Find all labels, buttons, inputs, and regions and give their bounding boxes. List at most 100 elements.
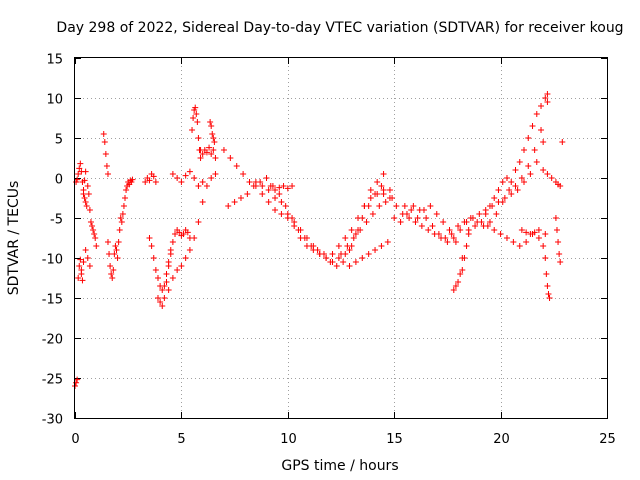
chart-title: Day 298 of 2022, Sidereal Day-to-day VTE… xyxy=(56,20,623,36)
data-point xyxy=(199,199,206,205)
data-points xyxy=(72,91,566,389)
data-point xyxy=(227,155,234,161)
data-point xyxy=(209,131,216,137)
data-point xyxy=(518,175,525,181)
data-point xyxy=(246,179,253,185)
series-sat-ad xyxy=(559,139,566,145)
series-sat-p xyxy=(225,175,385,269)
data-point xyxy=(514,187,521,193)
data-point xyxy=(116,227,123,233)
data-point xyxy=(276,184,283,191)
data-point xyxy=(335,255,342,261)
data-point xyxy=(167,251,174,257)
data-point xyxy=(435,231,442,237)
data-point xyxy=(546,295,553,301)
data-point xyxy=(174,175,181,181)
data-point xyxy=(278,211,285,217)
data-point xyxy=(346,263,353,269)
data-point xyxy=(106,251,113,257)
data-point xyxy=(367,187,374,193)
data-point xyxy=(380,191,387,197)
data-point xyxy=(195,135,202,141)
data-point xyxy=(427,203,434,209)
series-sat-k xyxy=(169,168,206,189)
data-point xyxy=(210,147,217,153)
data-point xyxy=(355,215,362,221)
data-point xyxy=(165,287,172,293)
x-tick-label: 15 xyxy=(386,432,403,447)
data-point xyxy=(272,195,279,201)
data-point xyxy=(548,175,555,181)
y-tick-label: -30 xyxy=(42,413,63,428)
data-point xyxy=(521,147,528,153)
data-point xyxy=(178,179,185,185)
data-point xyxy=(450,235,457,241)
data-point xyxy=(86,263,93,269)
data-point xyxy=(154,295,161,301)
data-point xyxy=(159,287,166,293)
data-point xyxy=(391,215,398,221)
data-point xyxy=(220,147,227,153)
data-point xyxy=(491,195,498,201)
data-point xyxy=(465,227,472,233)
data-point xyxy=(276,191,283,197)
data-point xyxy=(119,211,126,217)
data-point xyxy=(482,211,489,217)
data-point xyxy=(491,227,498,233)
y-tick-label: 15 xyxy=(46,53,63,68)
data-point xyxy=(540,139,547,145)
series-sat-x xyxy=(450,231,472,293)
x-axis-title: GPS time / hours xyxy=(281,458,398,474)
data-point xyxy=(418,223,425,229)
data-point xyxy=(401,203,408,209)
data-point xyxy=(113,247,120,253)
data-point xyxy=(244,191,251,197)
data-point xyxy=(531,229,538,236)
data-point xyxy=(169,275,176,281)
data-point xyxy=(310,247,317,253)
data-point xyxy=(544,91,551,97)
data-point xyxy=(448,231,455,237)
data-point xyxy=(115,239,122,245)
data-point xyxy=(393,203,400,209)
data-point xyxy=(403,211,410,217)
data-point xyxy=(184,229,191,236)
data-point xyxy=(340,259,347,265)
data-point xyxy=(348,227,355,233)
data-point xyxy=(544,99,551,105)
data-point xyxy=(174,267,181,273)
data-point xyxy=(457,227,464,233)
data-point xyxy=(352,259,359,265)
series-sat-r xyxy=(267,183,296,193)
data-point xyxy=(544,283,551,289)
data-point xyxy=(208,175,215,181)
data-point xyxy=(357,227,364,233)
data-point xyxy=(186,247,193,253)
data-point xyxy=(333,263,340,269)
data-point xyxy=(176,229,183,236)
data-point xyxy=(378,183,385,189)
data-point xyxy=(295,227,302,233)
data-point xyxy=(92,235,99,241)
data-point xyxy=(109,275,116,281)
data-point xyxy=(199,151,206,157)
data-point xyxy=(412,219,419,225)
data-point xyxy=(80,191,87,197)
data-point xyxy=(408,207,415,213)
data-point xyxy=(207,119,214,125)
x-axis-ticks: 0 5 10 15 20 25 xyxy=(71,58,616,447)
data-point xyxy=(93,243,100,249)
data-point xyxy=(414,215,421,221)
data-point xyxy=(85,191,92,197)
data-point xyxy=(278,199,285,205)
data-point xyxy=(101,139,108,145)
data-point xyxy=(104,239,111,245)
data-point xyxy=(350,235,357,241)
data-point xyxy=(282,203,289,209)
data-point xyxy=(380,171,387,177)
y-tick-label: -20 xyxy=(42,333,63,348)
data-point xyxy=(461,219,468,225)
data-point xyxy=(284,211,291,217)
data-point xyxy=(452,239,459,245)
data-point xyxy=(523,229,530,236)
